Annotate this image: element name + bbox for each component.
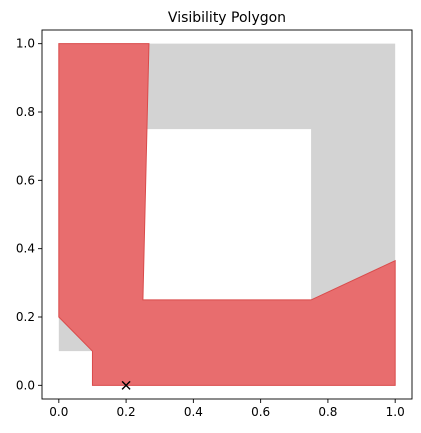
y-tick-label: 0.8	[16, 105, 35, 119]
axes-frame	[41, 29, 413, 400]
axes: 0.0 0.2 0.4 0.6 0.8 1.0 0.0 0.2 0.4 0.6 0.8 1.0	[16, 29, 413, 419]
y-tick-label: 1.0	[16, 37, 35, 51]
viewpoint-stroke	[121, 380, 131, 390]
y-tick-label: 0.0	[16, 378, 35, 392]
plot-area	[58, 43, 396, 390]
visibility-polygon	[58, 43, 396, 386]
x-tick-label: 0.0	[49, 405, 68, 419]
y-tick-label: 0.4	[16, 242, 35, 256]
x-tick-label: 0.4	[184, 405, 203, 419]
chart-title: Visibility Polygon	[168, 10, 286, 26]
x-tick-label: 1.0	[386, 405, 405, 419]
y-tick-label: 0.6	[16, 173, 35, 187]
y-tick-label: 0.2	[16, 310, 35, 324]
x-tick-label: 0.2	[117, 405, 136, 419]
x-tick-label: 0.6	[251, 405, 270, 419]
viewpoint-marker	[121, 380, 131, 390]
x-tick-label: 0.8	[318, 405, 337, 419]
